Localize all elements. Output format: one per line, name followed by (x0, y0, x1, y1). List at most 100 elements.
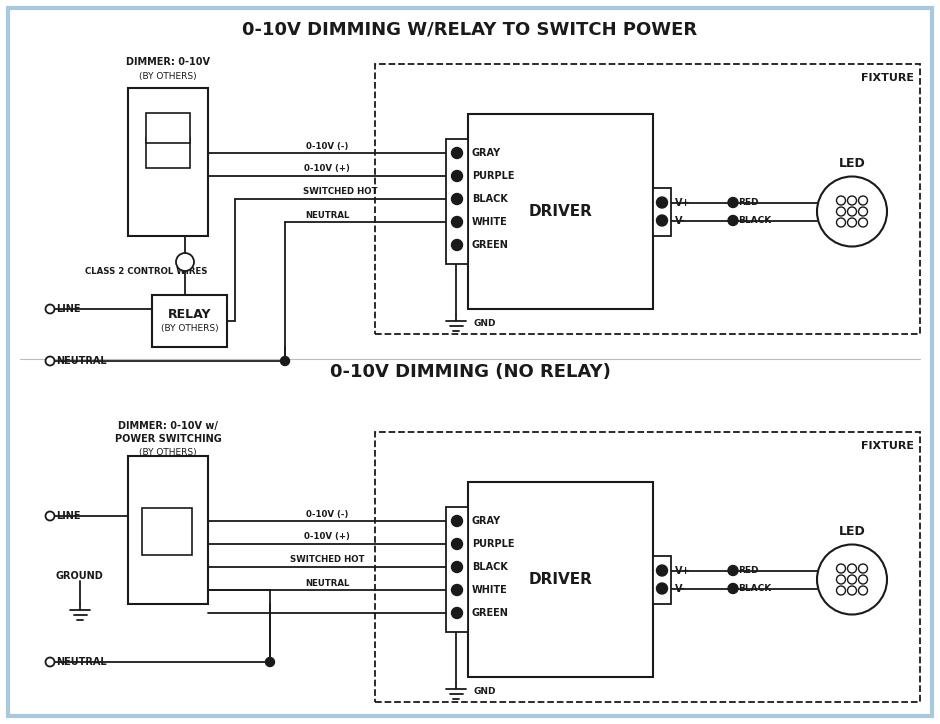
Text: 0-10V (-): 0-10V (-) (306, 141, 348, 151)
Circle shape (451, 216, 462, 227)
Text: BLACK: BLACK (472, 562, 508, 572)
Circle shape (451, 148, 462, 159)
Circle shape (837, 218, 845, 227)
Text: NEUTRAL: NEUTRAL (56, 356, 106, 366)
Text: DRIVER: DRIVER (528, 572, 592, 587)
Text: V+: V+ (675, 565, 691, 576)
Text: BLACK: BLACK (738, 584, 771, 593)
Circle shape (858, 218, 868, 227)
Text: GROUND: GROUND (56, 571, 103, 581)
Circle shape (858, 575, 868, 584)
Text: LINE: LINE (56, 304, 81, 314)
Circle shape (728, 584, 738, 594)
Text: V+: V+ (675, 198, 691, 208)
Text: POWER SWITCHING: POWER SWITCHING (115, 434, 222, 444)
Circle shape (837, 586, 845, 595)
Text: SWITCHED HOT: SWITCHED HOT (290, 555, 365, 565)
Text: WHITE: WHITE (472, 585, 508, 595)
Circle shape (45, 305, 55, 313)
Text: 0-10V (+): 0-10V (+) (304, 532, 350, 542)
Circle shape (858, 586, 868, 595)
Circle shape (848, 564, 856, 573)
Text: 0-10V (-): 0-10V (-) (306, 510, 348, 518)
Circle shape (728, 198, 738, 208)
Circle shape (837, 564, 845, 573)
Bar (375, 64, 920, 334)
Bar (653, 188, 671, 235)
Bar (128, 88, 208, 236)
Circle shape (176, 253, 194, 271)
Circle shape (451, 584, 462, 596)
Text: DIMMER: 0-10V w/: DIMMER: 0-10V w/ (118, 421, 218, 431)
Text: (BY OTHERS): (BY OTHERS) (139, 72, 196, 80)
Circle shape (858, 196, 868, 205)
Text: DIMMER: 0-10V: DIMMER: 0-10V (126, 57, 210, 67)
Circle shape (451, 607, 462, 618)
Bar (142, 508, 192, 555)
Bar (446, 139, 468, 264)
Text: NEUTRAL: NEUTRAL (305, 578, 349, 587)
Text: NEUTRAL: NEUTRAL (56, 657, 106, 667)
Circle shape (858, 207, 868, 216)
Bar (468, 114, 653, 309)
Text: GND: GND (474, 686, 496, 696)
Text: GRAY: GRAY (472, 148, 501, 158)
Text: V-: V- (675, 584, 686, 594)
Text: LED: LED (838, 525, 866, 538)
Circle shape (45, 356, 55, 366)
Text: PURPLE: PURPLE (472, 171, 514, 181)
Circle shape (837, 207, 845, 216)
Text: (BY OTHERS): (BY OTHERS) (161, 324, 218, 334)
Circle shape (656, 215, 667, 226)
Circle shape (848, 575, 856, 584)
Text: LED: LED (838, 157, 866, 170)
Bar (128, 456, 208, 604)
Text: LINE: LINE (56, 511, 81, 521)
Circle shape (837, 575, 845, 584)
Bar (146, 113, 190, 143)
Text: 0-10V DIMMING (NO RELAY): 0-10V DIMMING (NO RELAY) (330, 363, 610, 381)
Circle shape (451, 515, 462, 526)
Circle shape (45, 657, 55, 667)
Bar (375, 432, 920, 702)
Circle shape (265, 657, 274, 667)
Text: BLACK: BLACK (472, 194, 508, 204)
Circle shape (728, 216, 738, 225)
Circle shape (451, 240, 462, 251)
Circle shape (837, 196, 845, 205)
Circle shape (451, 193, 462, 204)
Text: RED: RED (738, 198, 759, 207)
Text: 0-10V (+): 0-10V (+) (304, 164, 350, 174)
Circle shape (451, 539, 462, 550)
Circle shape (656, 565, 667, 576)
Circle shape (848, 196, 856, 205)
Text: DRIVER: DRIVER (528, 204, 592, 219)
Circle shape (848, 586, 856, 595)
Text: CLASS 2 CONTROL WIRES: CLASS 2 CONTROL WIRES (85, 267, 208, 277)
Text: PURPLE: PURPLE (472, 539, 514, 549)
Bar (146, 138, 190, 168)
Circle shape (848, 218, 856, 227)
Circle shape (451, 562, 462, 573)
Circle shape (656, 583, 667, 594)
Bar (468, 482, 653, 677)
Circle shape (848, 207, 856, 216)
Circle shape (858, 564, 868, 573)
Text: FIXTURE: FIXTURE (861, 73, 914, 83)
Circle shape (280, 356, 290, 366)
Circle shape (817, 177, 887, 246)
Text: GREEN: GREEN (472, 608, 509, 618)
Text: GND: GND (474, 319, 496, 327)
Bar (446, 507, 468, 632)
Circle shape (451, 170, 462, 182)
Text: 0-10V DIMMING W/RELAY TO SWITCH POWER: 0-10V DIMMING W/RELAY TO SWITCH POWER (243, 20, 697, 38)
Circle shape (728, 565, 738, 576)
Text: RELAY: RELAY (167, 308, 212, 321)
Text: GRAY: GRAY (472, 516, 501, 526)
Text: V-: V- (675, 216, 686, 225)
Text: BLACK: BLACK (738, 216, 771, 225)
Text: (BY OTHERS): (BY OTHERS) (139, 447, 196, 457)
Text: GREEN: GREEN (472, 240, 509, 250)
Circle shape (817, 544, 887, 615)
Circle shape (656, 197, 667, 208)
